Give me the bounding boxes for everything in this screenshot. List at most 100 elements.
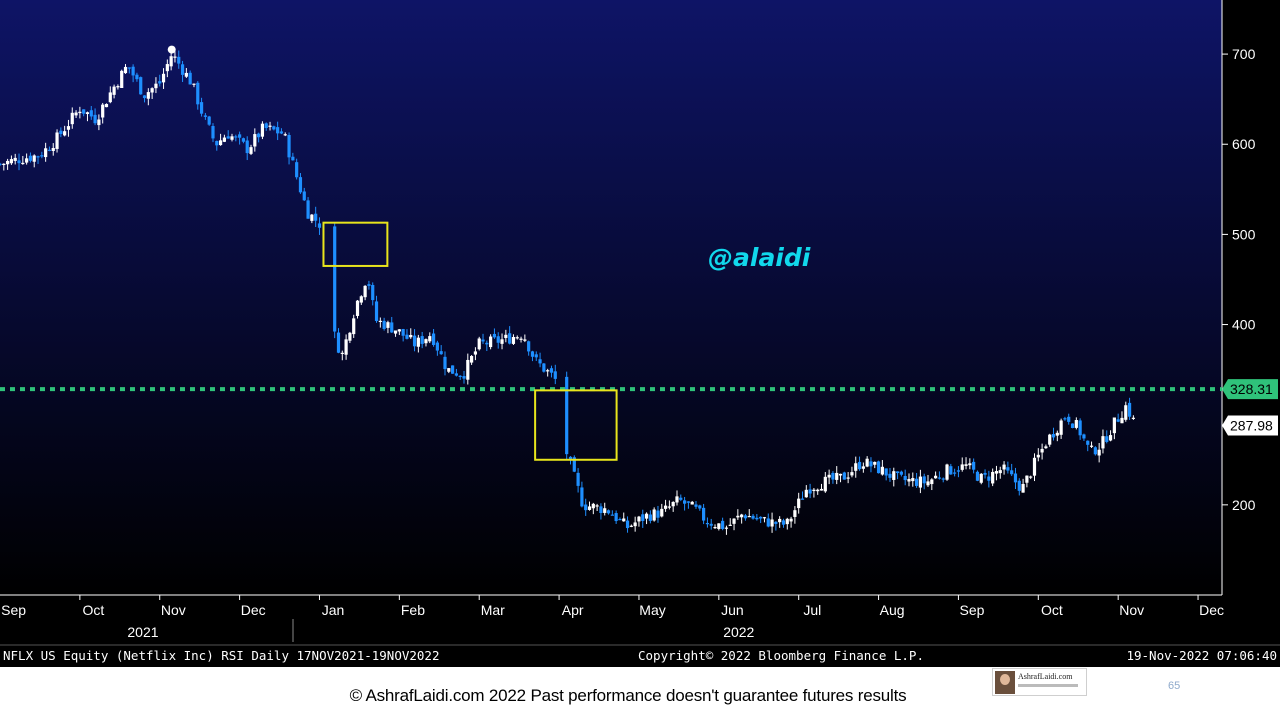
candle (120, 69, 124, 89)
candle (606, 509, 611, 515)
candle (101, 102, 105, 124)
candle (1116, 413, 1120, 423)
candle (770, 512, 774, 533)
candle (911, 472, 915, 487)
candle (812, 488, 816, 498)
candle (424, 338, 428, 347)
x-axis-panel (0, 595, 1280, 667)
candle (188, 70, 192, 85)
candle (846, 472, 850, 484)
highlight-box-gap-apr (534, 389, 618, 461)
candle (694, 501, 698, 509)
candle (895, 471, 900, 480)
candle (637, 515, 641, 527)
candle (850, 466, 854, 478)
candle (972, 458, 976, 474)
candle (580, 481, 584, 508)
ashraflaidi-logo[interactable]: AshrafLaidi.com (992, 668, 1087, 696)
candle (983, 469, 987, 479)
x-tick-label: Jul (803, 602, 821, 618)
candle (762, 516, 767, 523)
candle (25, 153, 29, 165)
candle (420, 331, 424, 349)
candle (964, 457, 968, 470)
candle (652, 507, 656, 522)
candle (656, 505, 660, 523)
candle (207, 115, 211, 126)
candle (572, 455, 576, 473)
candle (1059, 418, 1063, 439)
candle (2, 163, 6, 171)
candle (774, 521, 778, 531)
candle (1078, 418, 1082, 440)
candle (1017, 478, 1021, 496)
candle (682, 496, 687, 511)
candle (625, 516, 630, 533)
candle (386, 320, 390, 334)
candle (1089, 441, 1094, 449)
candle (470, 355, 474, 365)
candle (161, 68, 166, 89)
candle (59, 127, 63, 138)
candle (1021, 478, 1025, 493)
candle (340, 350, 344, 361)
candle (1036, 448, 1040, 462)
candlestick-series (0, 45, 1135, 535)
candle (1074, 417, 1078, 430)
candle (302, 187, 306, 201)
candle (462, 370, 466, 384)
candle (991, 468, 995, 487)
candle (249, 144, 253, 156)
author-handle: @alaidi (708, 243, 811, 272)
x-tick-label: Feb (401, 602, 425, 618)
candle (549, 365, 554, 378)
y-axis-ticks: 200 400 500 600 700 (1222, 46, 1256, 513)
candle (1097, 442, 1101, 463)
x-tick-label: Nov (161, 602, 186, 618)
footer-right: 19-Nov-2022 07:06:40 (1126, 648, 1277, 663)
candle (131, 64, 135, 83)
candle (504, 329, 508, 343)
candle (93, 108, 97, 126)
candle (591, 502, 595, 515)
candle (184, 68, 188, 78)
candle (458, 375, 462, 380)
candle (123, 64, 128, 74)
candle (941, 477, 945, 483)
candle (0, 162, 2, 166)
candle (382, 317, 386, 331)
candle (1044, 444, 1048, 449)
candle (112, 84, 116, 99)
x-tick-label: Apr (562, 602, 584, 618)
candle (257, 132, 261, 143)
candle (222, 134, 226, 143)
candle (945, 463, 949, 481)
candle (975, 470, 980, 482)
candle (268, 121, 272, 131)
candle (97, 114, 101, 131)
candle (576, 468, 580, 493)
candle (291, 152, 295, 161)
candle (485, 340, 489, 352)
candle (401, 328, 405, 342)
y-axis-panel (1222, 0, 1280, 595)
candle (397, 329, 401, 336)
candle (861, 462, 865, 473)
candle (283, 132, 287, 137)
candle (28, 152, 33, 163)
candle (869, 457, 873, 473)
candle (234, 134, 238, 142)
candle (454, 368, 458, 377)
level-price-tag: 328.31 (1222, 379, 1278, 400)
candle (702, 503, 706, 525)
x-year-label: 2021 (127, 624, 158, 640)
candle (610, 510, 614, 516)
candle (800, 491, 805, 500)
candle (253, 128, 257, 152)
candle (135, 72, 139, 82)
candle (644, 512, 649, 525)
candle (333, 222, 337, 339)
x-tick-label: Jan (322, 602, 345, 618)
candle (660, 503, 664, 518)
